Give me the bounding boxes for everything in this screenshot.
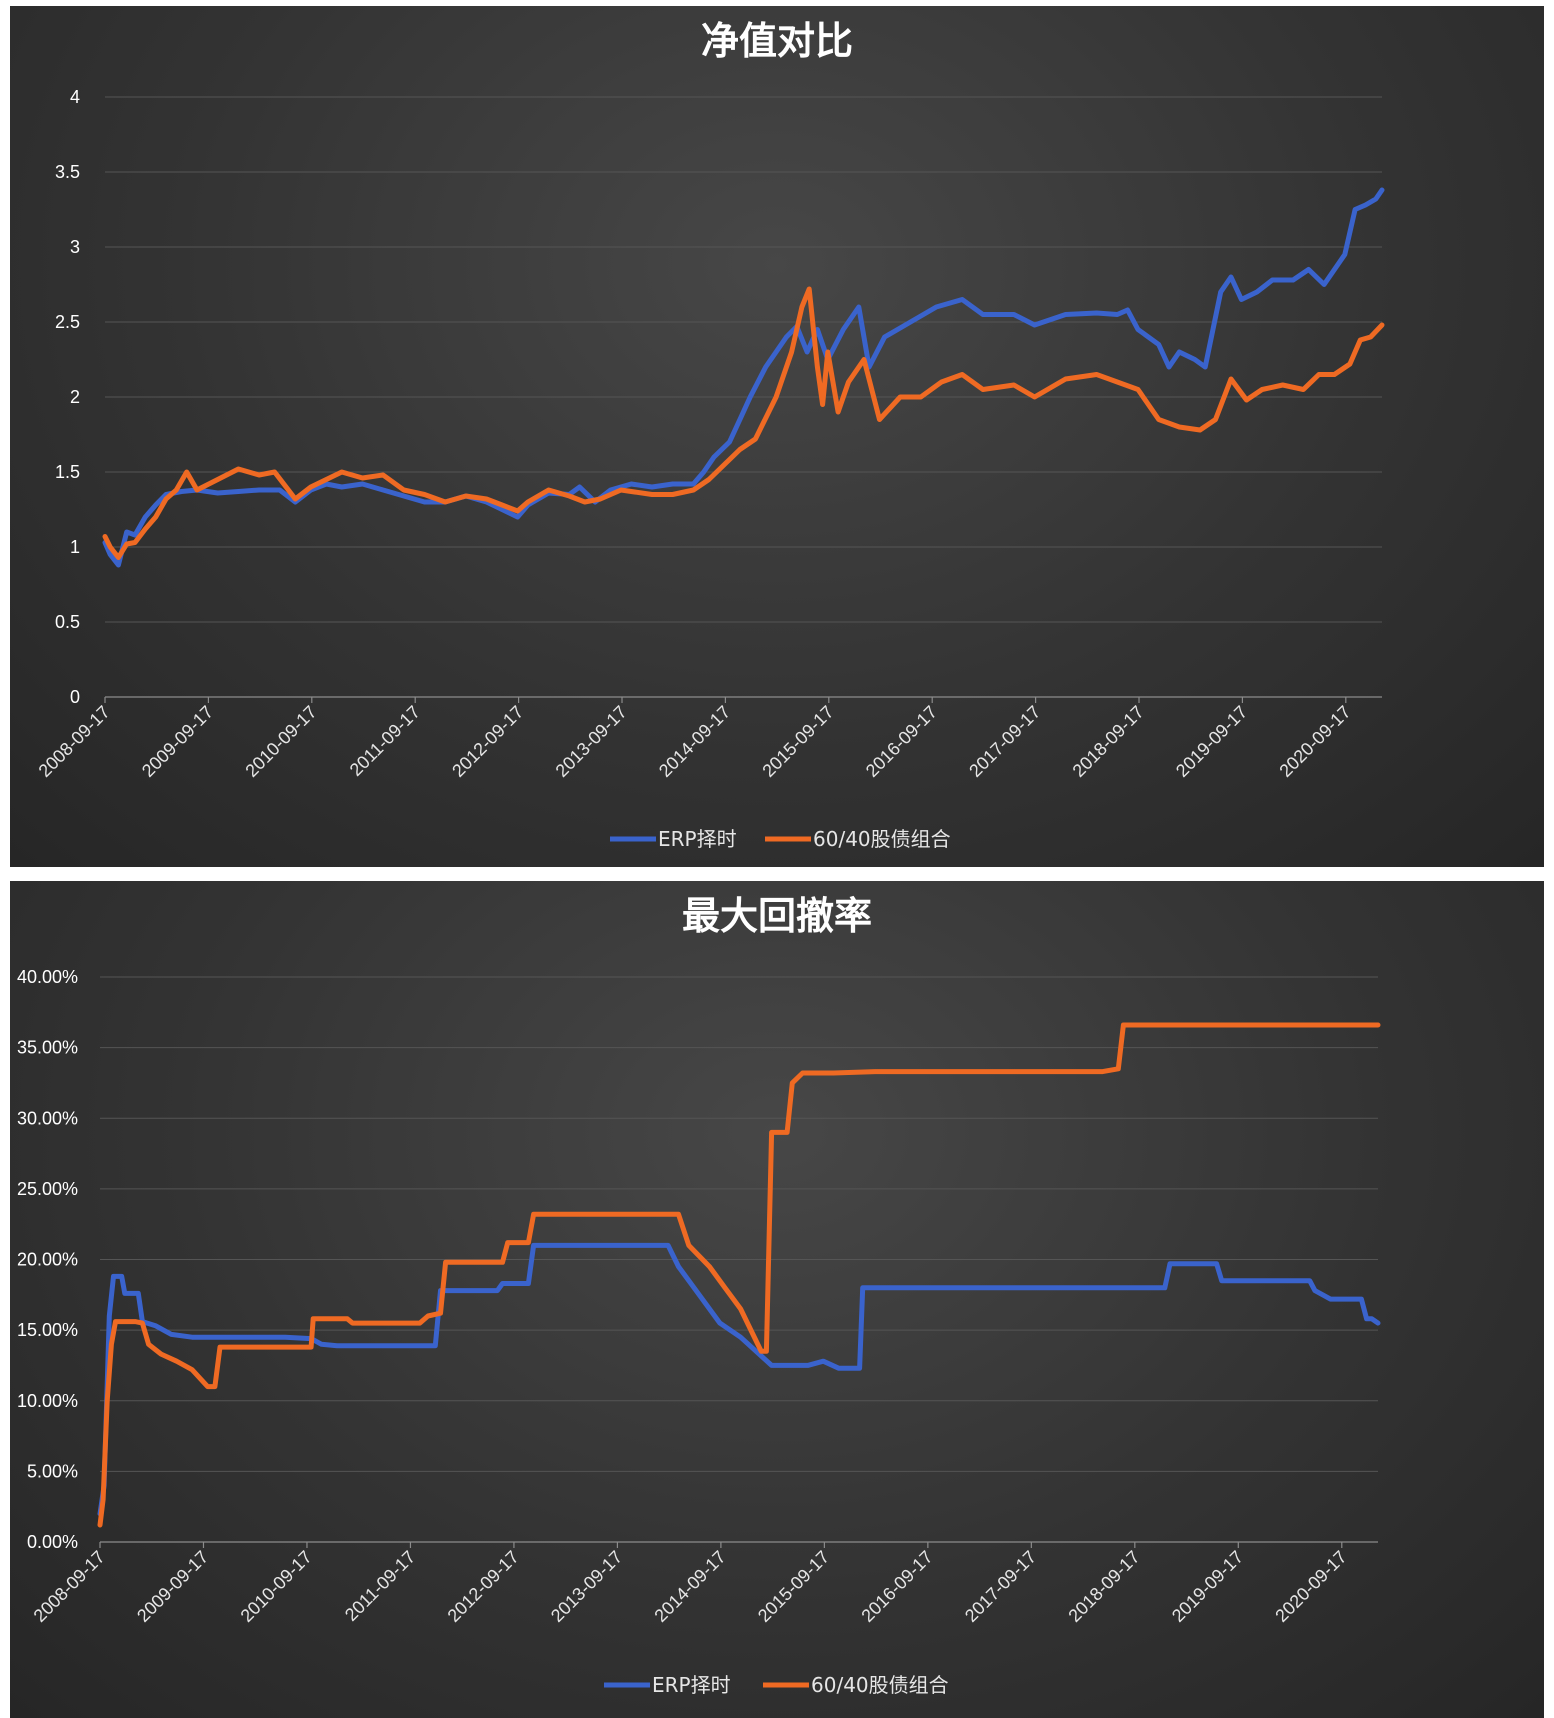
drawdown-chart: 最大回撤率 0.00% 5.00% 10.00% 15.00% 20.00% 25.00%… [10,881,1544,1718]
series-line-mix [100,1025,1378,1525]
series-line-mix [105,289,1382,558]
x-tick-label: 2016-09-17 [857,1547,936,1626]
series-line-erp [100,1245,1378,1513]
legend: ERP择时 60/40股债组合 [610,827,951,851]
x-tick-label: 2012-09-17 [448,702,527,781]
y-tick-label: 3 [70,237,80,257]
series-line-erp [105,190,1382,565]
legend-label-mix: 60/40股债组合 [813,827,951,851]
y-tick-label: 4 [70,87,80,107]
x-tick-label: 2020-09-17 [1271,1547,1350,1626]
x-tick-label: 2019-09-17 [1172,702,1251,781]
y-tick-label: 10.00% [17,1391,78,1411]
chart-title: 最大回撤率 [682,894,872,938]
nav-chart-panel: 净值对比 0 0.5 1 1.5 2 2.5 3 3.5 4 2008-09-17 2009-09… [10,6,1544,867]
x-tick-label: 2010-09-17 [237,1547,316,1626]
y-tick-label: 2.5 [55,312,80,332]
x-tick-label: 2017-09-17 [961,1547,1040,1626]
y-tick-label: 0 [70,687,80,707]
x-tick-label: 2014-09-17 [650,1547,729,1626]
legend-label-erp: ERP择时 [652,1673,731,1697]
x-tick-label: 2015-09-17 [758,702,837,781]
y-tick-label: 1 [70,537,80,557]
chart-title: 净值对比 [701,19,853,63]
x-tick-label: 2008-09-17 [30,1547,109,1626]
x-tick-label: 2011-09-17 [341,1547,419,1625]
y-tick-label: 2 [70,387,80,407]
legend-label-erp: ERP择时 [658,827,737,851]
x-tick-label: 2010-09-17 [241,702,320,781]
y-tick-label: 20.00% [17,1250,78,1270]
y-tick-label: 3.5 [55,162,80,182]
drawdown-chart-panel: 最大回撤率 0.00% 5.00% 10.00% 15.00% 20.00% 25.00%… [10,881,1544,1718]
x-tick-label: 2018-09-17 [1064,1547,1143,1626]
x-tick-label: 2020-09-17 [1275,702,1354,781]
x-tick-label: 2019-09-17 [1168,1547,1247,1626]
x-tick-label: 2017-09-17 [965,702,1044,781]
legend-label-mix: 60/40股债组合 [811,1673,949,1697]
x-tick-label: 2009-09-17 [133,1547,212,1626]
y-tick-label: 1.5 [55,462,80,482]
y-tick-label: 0.5 [55,612,80,632]
series-lines [100,1025,1378,1525]
y-tick-label: 35.00% [17,1038,78,1058]
y-tick-labels: 0 0.5 1 1.5 2 2.5 3 3.5 4 [55,87,80,707]
x-tick-label: 2013-09-17 [552,702,631,781]
x-tick-label: 2013-09-17 [547,1547,626,1626]
nav-chart: 净值对比 0 0.5 1 1.5 2 2.5 3 3.5 4 2008-09-17 2009-09… [10,6,1544,867]
y-tick-label: 15.00% [17,1320,78,1340]
y-grid [105,97,1382,697]
series-lines [105,190,1382,565]
y-tick-label: 30.00% [17,1108,78,1128]
legend: ERP择时 60/40股债组合 [604,1673,949,1697]
y-tick-label: 5.00% [27,1461,78,1481]
x-tick-label: 2015-09-17 [754,1547,833,1626]
y-tick-label: 0.00% [27,1532,78,1552]
x-tick-label: 2014-09-17 [655,702,734,781]
y-tick-label: 40.00% [17,967,78,987]
x-tick-labels: 2008-09-17 2009-09-17 2010-09-17 2011-09-17… [30,1542,1351,1626]
y-tick-label: 25.00% [17,1179,78,1199]
x-tick-label: 2018-09-17 [1069,702,1148,781]
x-tick-labels: 2008-09-17 2009-09-17 2010-09-17 2011-09-17… [35,697,1355,781]
x-tick-label: 2008-09-17 [35,702,114,781]
x-tick-label: 2011-09-17 [346,702,424,780]
x-tick-label: 2009-09-17 [138,702,217,781]
x-tick-label: 2016-09-17 [862,702,941,781]
y-tick-labels: 0.00% 5.00% 10.00% 15.00% 20.00% 25.00% 30.00%… [17,967,78,1552]
x-tick-label: 2012-09-17 [444,1547,523,1626]
y-grid [100,977,1378,1542]
